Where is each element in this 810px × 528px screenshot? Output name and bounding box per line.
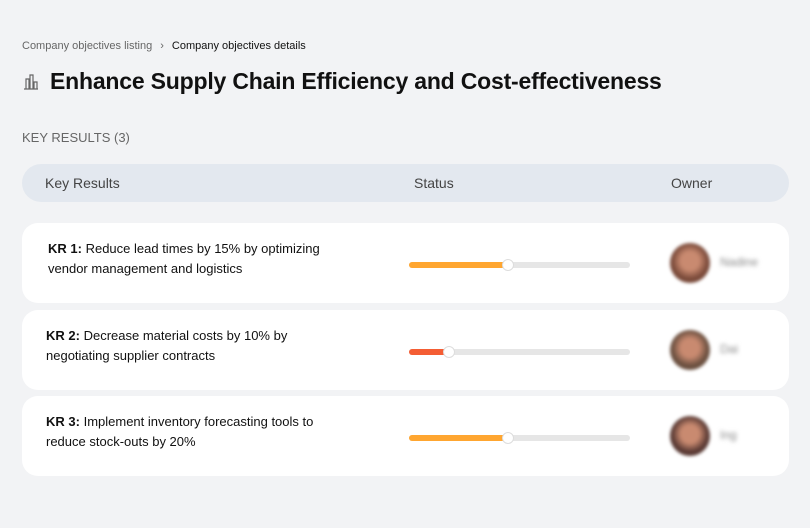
key-result-row[interactable]: KR 2: Decrease material costs by 10% by … xyxy=(22,310,789,390)
progress-fill xyxy=(409,349,449,355)
page-title: Enhance Supply Chain Efficiency and Cost… xyxy=(50,68,662,94)
key-result-text: KR 1: Reduce lead times by 15% by optimi… xyxy=(48,239,348,279)
header-owner: Owner xyxy=(671,175,713,191)
key-result-id: KR 1: xyxy=(48,241,82,256)
key-result-description: Reduce lead times by 15% by optimizing v… xyxy=(48,241,320,276)
page-header: Enhance Supply Chain Efficiency and Cost… xyxy=(22,68,662,95)
building-chart-icon xyxy=(24,73,38,90)
progress-bar[interactable] xyxy=(409,432,630,444)
chevron-right-icon: › xyxy=(160,40,164,52)
progress-handle[interactable] xyxy=(442,346,455,358)
key-result-id: KR 2: xyxy=(46,328,80,343)
progress-bar[interactable] xyxy=(409,346,630,358)
key-results-count: KEY RESULTS (3) xyxy=(22,130,130,145)
key-result-text: KR 2: Decrease material costs by 10% by … xyxy=(46,326,346,366)
key-result-row[interactable]: KR 3: Implement inventory forecasting to… xyxy=(22,396,789,476)
progress-handle[interactable] xyxy=(502,259,515,271)
progress-handle[interactable] xyxy=(502,432,515,444)
owner-name: Ing xyxy=(720,428,737,442)
key-result-row[interactable]: KR 1: Reduce lead times by 15% by optimi… xyxy=(22,223,789,303)
key-result-description: Implement inventory forecasting tools to… xyxy=(46,414,314,449)
progress-fill xyxy=(409,262,509,268)
owner-name: Nadine xyxy=(720,255,759,269)
breadcrumb: Company objectives listing › Company obj… xyxy=(22,40,306,52)
breadcrumb-current: Company objectives details xyxy=(171,40,306,52)
owner-name: Dai xyxy=(720,342,739,356)
header-status: Status xyxy=(414,175,454,191)
table-header: Key Results Status Owner xyxy=(22,164,789,202)
header-key-results: Key Results xyxy=(45,175,120,191)
avatar xyxy=(670,243,710,283)
key-result-id: KR 3: xyxy=(46,414,80,429)
key-result-description: Decrease material costs by 10% by negoti… xyxy=(46,328,288,363)
avatar xyxy=(670,330,710,370)
avatar xyxy=(670,416,710,456)
progress-fill xyxy=(409,435,509,441)
progress-bar[interactable] xyxy=(409,259,630,271)
breadcrumb-link-listing[interactable]: Company objectives listing xyxy=(22,40,153,52)
key-result-text: KR 3: Implement inventory forecasting to… xyxy=(46,412,346,452)
